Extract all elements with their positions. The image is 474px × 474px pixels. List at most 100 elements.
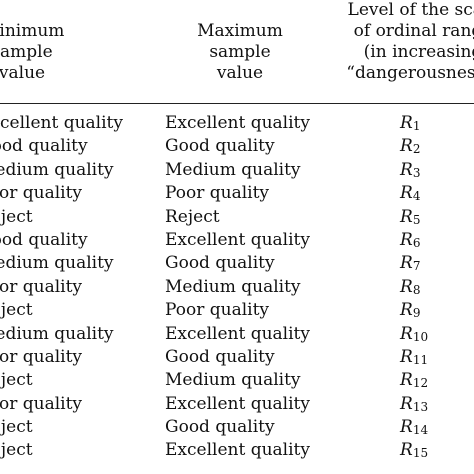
table-row: Reject Reject R5: [0, 206, 474, 229]
level-index: 15: [412, 446, 429, 461]
cell-maximum-value: Medium quality: [165, 159, 301, 180]
table-row: Good quality Good quality R2: [0, 135, 474, 158]
level-index: 4: [412, 189, 421, 204]
level-index: 5: [412, 212, 421, 227]
level-symbol: R: [400, 253, 413, 274]
header-line: of ordinal range: [353, 21, 474, 41]
level-index: 9: [412, 306, 421, 321]
header-line: Level of the scale: [347, 0, 474, 20]
level-symbol: R: [400, 136, 413, 157]
table-row: Poor quality Good quality R11: [0, 346, 474, 369]
cell-level: R14: [400, 416, 428, 440]
level-index: 10: [412, 329, 429, 344]
cell-maximum-value: Excellent quality: [165, 229, 310, 250]
header-line: (in increasing: [363, 42, 474, 62]
cell-maximum-value: Good quality: [165, 136, 275, 157]
cell-minimum-value: Reject: [0, 300, 33, 321]
level-symbol: R: [400, 300, 413, 321]
cell-minimum-value: Medium quality: [0, 159, 114, 180]
cell-level: R12: [400, 369, 428, 393]
cell-level: R13: [400, 393, 428, 417]
cell-level: R15: [400, 439, 428, 463]
table-row: Excellent quality Excellent quality R1: [0, 112, 474, 135]
cell-level: R7: [400, 252, 420, 276]
cell-maximum-value: Medium quality: [165, 370, 301, 391]
level-symbol: R: [400, 206, 413, 227]
cell-level: R10: [400, 323, 428, 347]
level-index: 12: [412, 376, 429, 391]
cell-level: R9: [400, 299, 420, 323]
table-row: Medium quality Excellent quality R10: [0, 323, 474, 346]
level-symbol: R: [400, 113, 413, 133]
level-symbol: R: [400, 323, 413, 344]
level-symbol: R: [400, 440, 413, 461]
level-symbol: R: [400, 276, 413, 297]
table-row: Poor quality Medium quality R8: [0, 276, 474, 299]
level-symbol: R: [400, 393, 413, 414]
cell-minimum-value: Good quality: [0, 136, 88, 157]
cell-maximum-value: Poor quality: [165, 183, 270, 204]
cell-level: R6: [400, 229, 420, 253]
cell-minimum-value: Reject: [0, 417, 33, 438]
cell-maximum-value: Medium quality: [165, 276, 301, 297]
cell-minimum-value: Reject: [0, 370, 33, 391]
cell-level: R8: [400, 276, 420, 300]
level-symbol: R: [400, 370, 413, 391]
header-line: Minimum: [0, 21, 65, 41]
cell-maximum-value: Good quality: [165, 253, 275, 274]
cell-maximum-value: Excellent quality: [165, 440, 310, 461]
cell-minimum-value: Medium quality: [0, 323, 114, 344]
level-symbol: R: [400, 229, 413, 250]
cell-minimum-value: Reject: [0, 440, 33, 461]
header-line: value: [216, 63, 264, 83]
cell-minimum-value: Poor quality: [0, 393, 83, 414]
cell-maximum-value: Poor quality: [165, 300, 270, 321]
cell-maximum-value: Good quality: [165, 417, 275, 438]
cell-level: R1: [400, 112, 420, 136]
table-row: Medium quality Medium quality R3: [0, 159, 474, 182]
level-index: 6: [412, 235, 421, 250]
header-line: sample: [209, 42, 271, 62]
cell-minimum-value: Good quality: [0, 229, 88, 250]
cell-maximum-value: Excellent quality: [165, 393, 310, 414]
cell-maximum-value: Excellent quality: [165, 113, 310, 133]
level-symbol: R: [400, 417, 413, 438]
table-row: Reject Excellent quality R15: [0, 439, 474, 462]
cell-minimum-value: Poor quality: [0, 276, 83, 297]
header-level-of-scale: Level of the scale of ordinal range (in …: [338, 0, 474, 98]
level-index: 7: [412, 259, 421, 274]
table-row: Reject Poor quality R9: [0, 299, 474, 322]
level-index: 11: [412, 352, 429, 367]
cell-maximum-value: Good quality: [165, 346, 275, 367]
level-symbol: R: [400, 159, 413, 180]
level-symbol: R: [400, 183, 413, 204]
header-line: sample: [0, 42, 53, 62]
cell-minimum-value: Excellent quality: [0, 113, 123, 133]
header-minimum-sample-value: Minimum sample value: [0, 21, 65, 119]
cell-level: R2: [400, 135, 420, 159]
cell-level: R5: [400, 206, 420, 230]
cell-minimum-value: Reject: [0, 206, 33, 227]
cell-minimum-value: Poor quality: [0, 346, 83, 367]
level-index: 13: [412, 399, 429, 414]
table-row: Good quality Excellent quality R6: [0, 229, 474, 252]
table-row: Poor quality Excellent quality R13: [0, 393, 474, 416]
level-index: 8: [412, 282, 421, 297]
cell-level: R11: [400, 346, 428, 370]
cell-level: R3: [400, 159, 420, 183]
level-index: 2: [412, 142, 421, 157]
cell-minimum-value: Poor quality: [0, 183, 83, 204]
table-row: Reject Medium quality R12: [0, 369, 474, 392]
table-row: Poor quality Poor quality R4: [0, 182, 474, 205]
level-index: 3: [412, 165, 421, 180]
header-line: Maximum: [197, 21, 283, 41]
table-row: Reject Good quality R14: [0, 416, 474, 439]
header-line: “dangerousness”): [346, 63, 474, 83]
cell-maximum-value: Reject: [165, 206, 220, 227]
table-row: Medium quality Good quality R7: [0, 252, 474, 275]
header-maximum-sample-value: Maximum sample value: [170, 21, 310, 119]
level-symbol: R: [400, 346, 413, 367]
level-index: 1: [412, 119, 421, 133]
